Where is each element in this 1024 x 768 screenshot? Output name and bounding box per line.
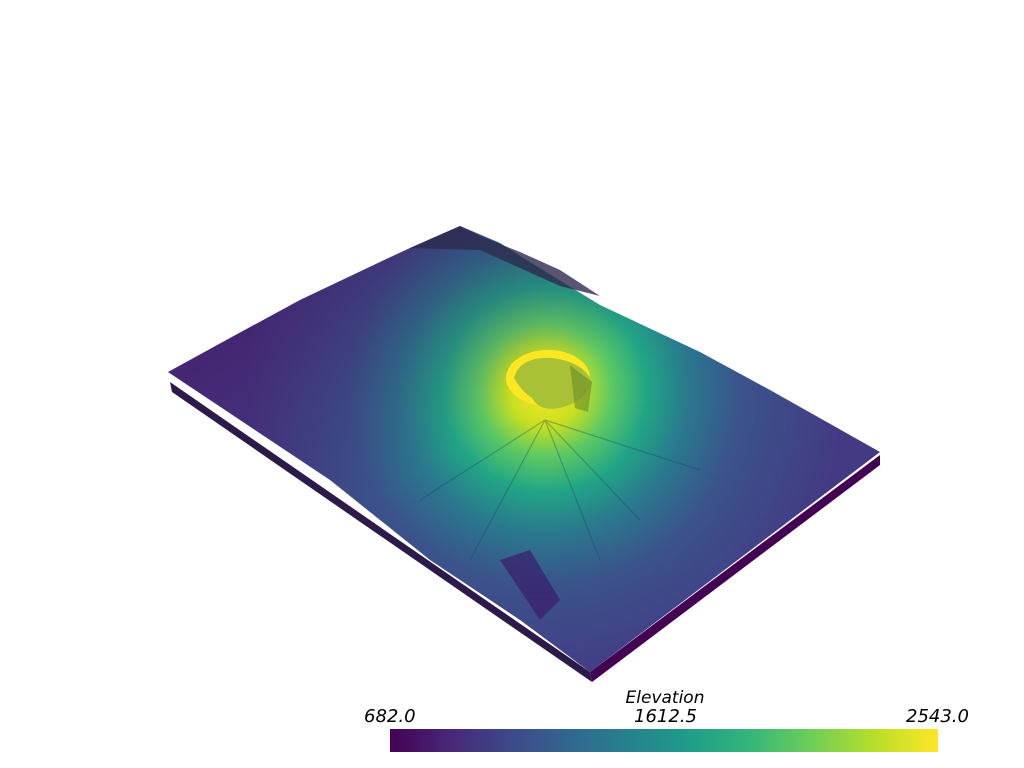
colorbar [390,729,938,752]
terrain-shading [168,226,880,672]
colorbar-min-label: 682.0 [364,706,416,727]
colorbar-title: Elevation [625,688,705,708]
colorbar-mid-label: 1612.5 [634,706,697,727]
colorbar-max-label: 2543.0 [906,706,969,727]
terrain-base-right [590,455,880,682]
crater-inner-wall [570,365,592,412]
terrain-base-front [170,382,592,682]
terrain-back-ridge [410,226,600,296]
terrain-south-gully [500,550,560,620]
terrain-valley-lines [419,419,701,561]
